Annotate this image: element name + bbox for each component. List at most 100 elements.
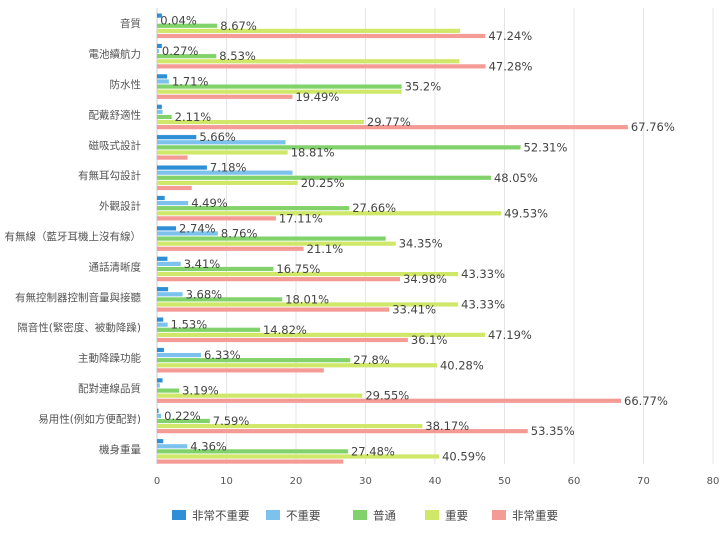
x-tick-label: 60 xyxy=(568,476,581,487)
data-label: 40.28% xyxy=(440,358,484,372)
legend-swatch xyxy=(425,510,439,520)
bar xyxy=(157,413,162,418)
data-label: 21.1% xyxy=(307,242,344,256)
bar xyxy=(157,13,162,18)
bar xyxy=(157,94,293,99)
bar xyxy=(157,322,168,327)
bar xyxy=(157,109,163,114)
data-label: 20.25% xyxy=(301,176,345,190)
category-label: 防水性 xyxy=(110,78,142,91)
bar xyxy=(157,327,260,332)
bar xyxy=(157,378,163,383)
data-label: 40.59% xyxy=(442,449,486,463)
data-label: 8.67% xyxy=(220,19,257,33)
bar xyxy=(157,383,160,388)
bar xyxy=(157,175,491,180)
x-tick-label: 50 xyxy=(498,476,511,487)
data-label: 43.33% xyxy=(461,267,505,281)
bar xyxy=(157,185,192,191)
category-label: 有無線（藍牙耳機上沒有線） xyxy=(5,230,142,243)
bar xyxy=(157,145,521,150)
data-label: 8.76% xyxy=(221,226,258,240)
bar xyxy=(157,54,217,59)
bar xyxy=(157,125,628,130)
bar xyxy=(157,439,164,444)
bar xyxy=(157,393,363,398)
category-label: 通話清晰度 xyxy=(89,260,142,273)
bar xyxy=(157,347,164,353)
category-label: 有無控制器控制音量與接聽 xyxy=(15,291,141,304)
bar xyxy=(157,231,218,236)
bar xyxy=(157,266,274,272)
x-tick-label: 0 xyxy=(154,476,160,487)
bar xyxy=(157,332,485,337)
data-label: 38.17% xyxy=(425,419,469,433)
data-label: 29.77% xyxy=(367,115,411,129)
bar xyxy=(157,64,486,69)
legend-item[interactable]: 重要 xyxy=(425,509,468,523)
bar xyxy=(157,246,304,251)
data-label: 19.49% xyxy=(295,90,339,104)
data-label: 0.04% xyxy=(160,14,197,28)
bar xyxy=(157,140,286,145)
bar xyxy=(157,236,386,241)
bar xyxy=(157,352,201,358)
category-label: 隔音性(緊密度、被動降躁) xyxy=(17,321,141,334)
bar xyxy=(157,135,197,140)
bar xyxy=(157,74,168,79)
bar xyxy=(157,302,459,307)
category-label: 配對連線品質 xyxy=(78,382,141,395)
legend-label: 非常重要 xyxy=(512,509,558,523)
bar xyxy=(157,241,396,246)
data-label: 35.2% xyxy=(405,80,442,94)
data-label: 67.76% xyxy=(631,120,675,134)
legend-item[interactable]: 不重要 xyxy=(266,509,321,523)
data-labels: 0.04% 8.67% 47.24% 0.27% 8.53% 47.28% 1.71% 35.… xyxy=(160,14,675,464)
bar xyxy=(157,459,344,464)
legend-swatch xyxy=(492,510,506,520)
legend-item[interactable]: 非常重要 xyxy=(492,509,558,523)
bar xyxy=(157,444,188,449)
data-label: 6.33% xyxy=(204,348,241,362)
data-label: 49.53% xyxy=(504,206,548,220)
data-label: 36.1% xyxy=(411,333,448,347)
bar xyxy=(157,119,364,125)
bar xyxy=(157,297,283,302)
bar xyxy=(157,358,351,363)
bar xyxy=(157,104,162,109)
data-label: 2.11% xyxy=(175,110,212,124)
bar xyxy=(157,363,437,368)
legend-swatch xyxy=(266,510,280,520)
bar xyxy=(157,200,189,206)
bar xyxy=(157,454,440,459)
legend-label: 普通 xyxy=(373,509,396,523)
data-label: 3.41% xyxy=(184,257,221,271)
bar xyxy=(157,59,460,64)
category-label: 有無耳勾設計 xyxy=(78,169,141,182)
bar xyxy=(157,48,159,54)
legend-item[interactable]: 普通 xyxy=(353,509,396,523)
category-label: 配戴舒適性 xyxy=(89,108,142,121)
category-label: 磁吸式設計 xyxy=(89,139,142,152)
data-label: 43.33% xyxy=(461,297,505,311)
data-label: 33.41% xyxy=(392,303,436,317)
data-label: 27.66% xyxy=(352,201,396,215)
category-label: 主動降躁功能 xyxy=(78,352,141,365)
x-tick-label: 30 xyxy=(359,476,372,487)
category-label: 易用性(例如方便配對) xyxy=(38,412,141,425)
bar xyxy=(157,114,172,120)
legend-swatch xyxy=(172,510,186,520)
bar xyxy=(157,271,459,277)
bar xyxy=(157,226,177,231)
bar xyxy=(157,398,622,403)
bar xyxy=(157,84,402,89)
bar xyxy=(157,165,207,170)
bar xyxy=(157,216,276,221)
data-label: 5.66% xyxy=(199,130,236,144)
category-labels: 音質電池續航力防水性配戴舒適性磁吸式設計有無耳勾設計外觀設計有無線（藍牙耳機上沒… xyxy=(5,17,142,456)
legend-label: 不重要 xyxy=(286,509,321,523)
bar xyxy=(157,256,168,261)
data-label: 17.11% xyxy=(279,211,323,225)
legend-item[interactable]: 非常不重要 xyxy=(172,509,250,523)
data-label: 8.53% xyxy=(219,49,256,63)
